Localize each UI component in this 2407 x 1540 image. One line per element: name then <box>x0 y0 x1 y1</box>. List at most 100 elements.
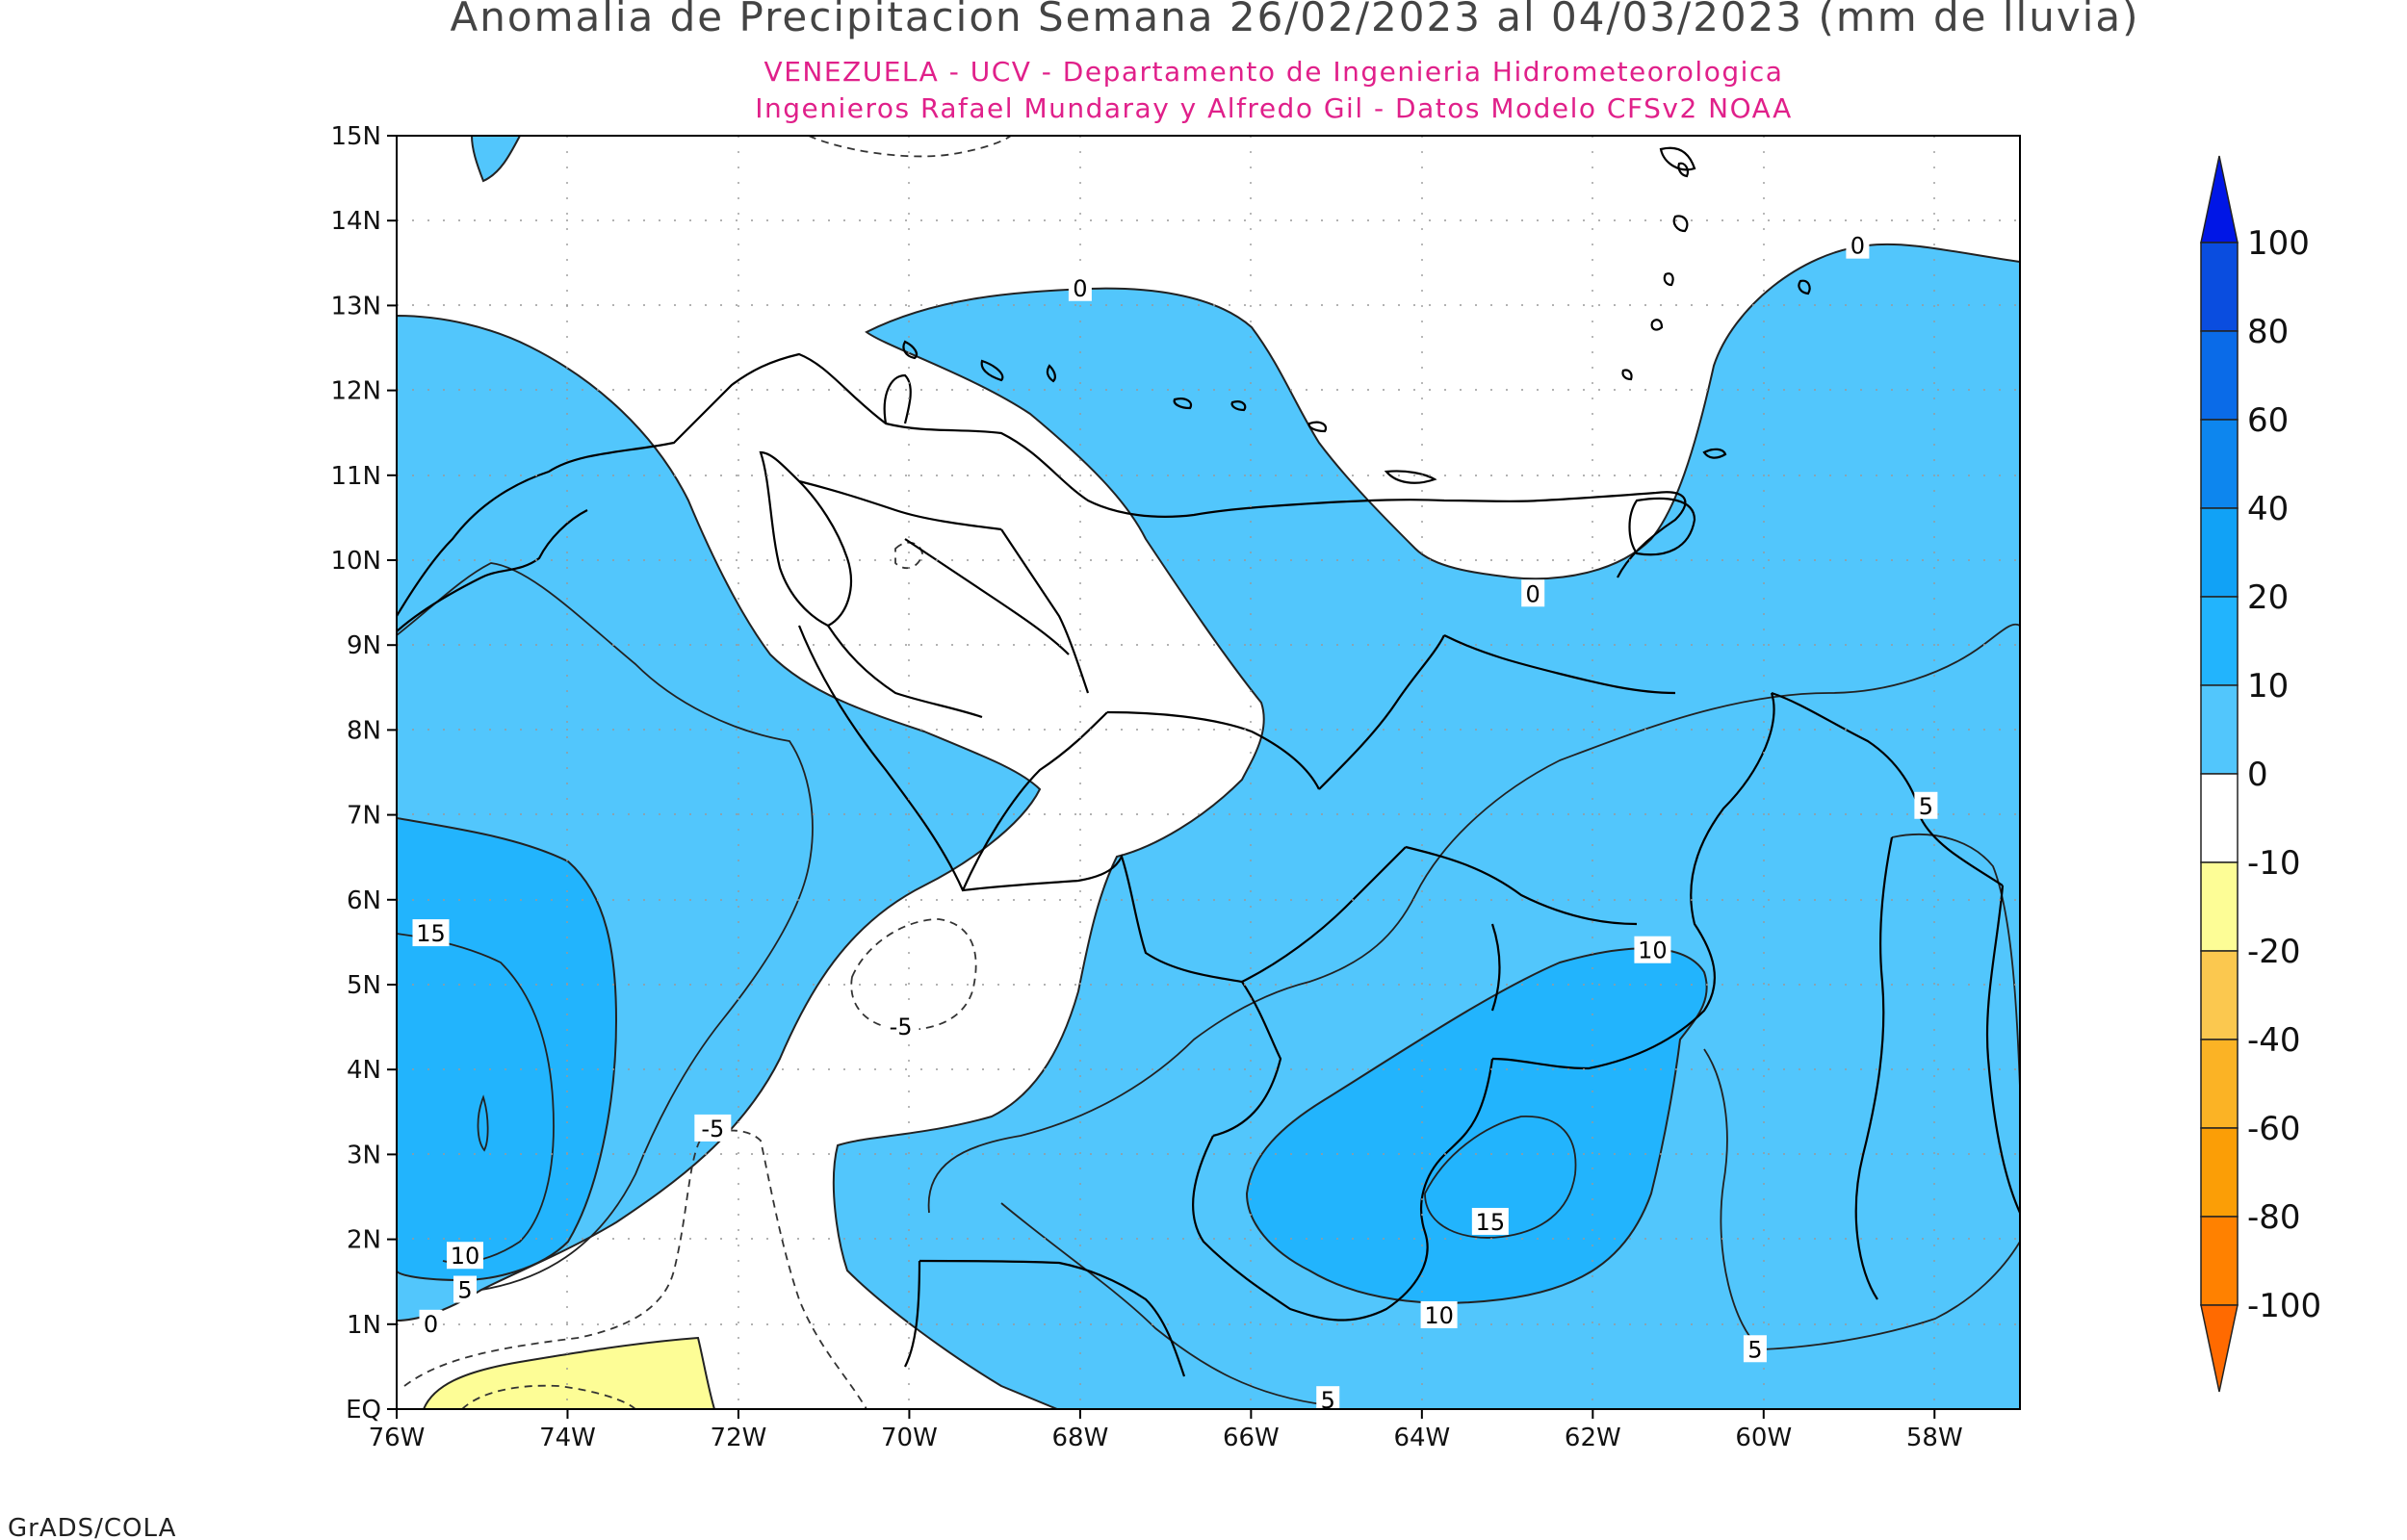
colorbar-segment <box>2200 507 2239 598</box>
lat-tick-label: 2N <box>347 1226 381 1255</box>
island-stvincent <box>1650 319 1664 331</box>
contour-label: 10 <box>1424 1302 1454 1329</box>
contour-label-bg <box>882 1013 919 1040</box>
colorbar-segment <box>2200 596 2239 686</box>
contour-label: 0 <box>1073 275 1087 302</box>
contour-label-bg <box>1846 231 1870 259</box>
lat-tick-label: 3N <box>347 1141 381 1169</box>
lon-tick-label: 68W <box>1051 1424 1108 1452</box>
contour-label-bg <box>1914 791 1938 819</box>
colorbar-segment <box>2200 773 2239 863</box>
contour-label: 0 <box>424 1311 438 1338</box>
contour-label-bg <box>1743 1335 1767 1363</box>
map-title: Anomalia de Precipitacion Semana 26/02/2… <box>451 0 2140 40</box>
contour-label: 5 <box>1321 1387 1335 1414</box>
lon-tick-label: 72W <box>711 1424 767 1452</box>
map-subtitle-institution: VENEZUELA - UCV - Departamento de Ingeni… <box>764 56 1784 88</box>
contour-5-south <box>1000 1202 1330 1406</box>
contour-10-west <box>397 933 555 1264</box>
lat-tick-label: 13N <box>330 292 381 321</box>
coastline-north <box>397 352 1687 617</box>
anomaly-shading-10-20 <box>397 816 1708 1304</box>
lon-tick-label: 76W <box>369 1424 426 1452</box>
ven-internal-3 <box>1318 634 1445 790</box>
colorbar-segment <box>2200 684 2239 775</box>
colorbar-segment <box>2200 1039 2239 1129</box>
colorbar-segment <box>2200 1127 2239 1218</box>
shade-west-max <box>397 816 618 1282</box>
lon-tick-label: 70W <box>881 1424 938 1452</box>
lat-tick-label: 4N <box>347 1056 381 1085</box>
island-grenada <box>1621 369 1633 381</box>
lon-tick-label: 66W <box>1223 1424 1280 1452</box>
lat-tick-label: 5N <box>347 971 381 1000</box>
colorbar-level-label: 10 <box>2247 667 2289 706</box>
colorbar-bottom-arrow <box>2200 1304 2239 1393</box>
lat-tick-label: 9N <box>347 631 381 660</box>
col-internal-4 <box>1000 528 1090 694</box>
guyana-suriname-border <box>1854 836 1894 1300</box>
lon-tick-label: 62W <box>1565 1424 1621 1452</box>
contour-5-east-right <box>1891 834 2020 1089</box>
shade-top-left <box>470 136 522 183</box>
lat-tick-label: 6N <box>347 886 381 915</box>
contour-label-bg <box>1634 936 1671 963</box>
lon-tick-label: 74W <box>539 1424 596 1452</box>
colorbar-level-label: 40 <box>2247 490 2289 528</box>
contour-label-bg <box>412 919 450 947</box>
colorbar-level-label: -100 <box>2247 1287 2321 1325</box>
contour-neg5-inner <box>461 1384 636 1409</box>
contour-label: 5 <box>457 1277 472 1304</box>
lat-tick-label: 10N <box>330 547 381 576</box>
border-col-south <box>919 1259 1186 1377</box>
guyana-coast <box>1771 691 2004 886</box>
ven-internal-7 <box>1490 923 1501 1012</box>
contour-neg-small <box>894 541 923 570</box>
contour-label-bg <box>453 1275 477 1303</box>
suriname-fg-border <box>1985 885 2020 1214</box>
island-aruba <box>902 340 919 360</box>
contour-label: 15 <box>416 920 446 947</box>
contour-label: 10 <box>1638 937 1668 964</box>
grads-credit: GrADS/COLA <box>8 1514 176 1540</box>
col-internal-2 <box>798 479 1002 531</box>
colorbar-segment <box>2200 242 2239 332</box>
contour-label: 5 <box>1919 793 1933 820</box>
border-ven-guy <box>1491 692 1775 1070</box>
island-tortuga <box>1307 421 1328 433</box>
map-frame <box>396 135 2021 1410</box>
colorbar-level-label: -40 <box>2247 1021 2301 1060</box>
lat-tick-label: 8N <box>347 716 381 745</box>
lon-tick-label: 64W <box>1393 1424 1450 1452</box>
colorbar-level-label: -10 <box>2247 844 2301 883</box>
lat-tick-label: 11N <box>330 462 381 491</box>
lat-tick-label: 12N <box>330 377 381 406</box>
shade-central-east <box>832 243 2020 1409</box>
border-ven-bra <box>1192 1058 1494 1322</box>
island-trinidad <box>1628 497 1696 556</box>
colorbar-level-label: -20 <box>2247 933 2301 971</box>
ven-internal-5 <box>1241 846 1407 983</box>
border-col-ven <box>797 625 1282 1138</box>
colorbar-level-label: 20 <box>2247 578 2289 617</box>
colorbar-level-label: 80 <box>2247 313 2289 351</box>
ven-internal-1 <box>961 711 1108 891</box>
island-tobago <box>1702 448 1727 459</box>
island-los-roques <box>1173 398 1193 410</box>
lon-tick-label: 60W <box>1735 1424 1792 1452</box>
col-internal-3 <box>904 538 1070 655</box>
colorbar-segment <box>2200 861 2239 952</box>
contour-5-west <box>397 562 814 1291</box>
contour-label-bg <box>1068 273 1092 301</box>
contour-label-bg <box>1420 1300 1458 1328</box>
island-guadeloupe <box>1659 146 1696 171</box>
shade-south-central <box>1245 947 1708 1304</box>
contour-label: 0 <box>1526 580 1540 607</box>
colorbar-segment <box>2200 330 2239 421</box>
axis-layer: 15N 14N 13N 12N 11N 10N 9N 8N 7N 6N 5N 4N 3N 2N 1N EQ76… <box>330 122 1962 1452</box>
contour-label-bg <box>446 1242 483 1270</box>
